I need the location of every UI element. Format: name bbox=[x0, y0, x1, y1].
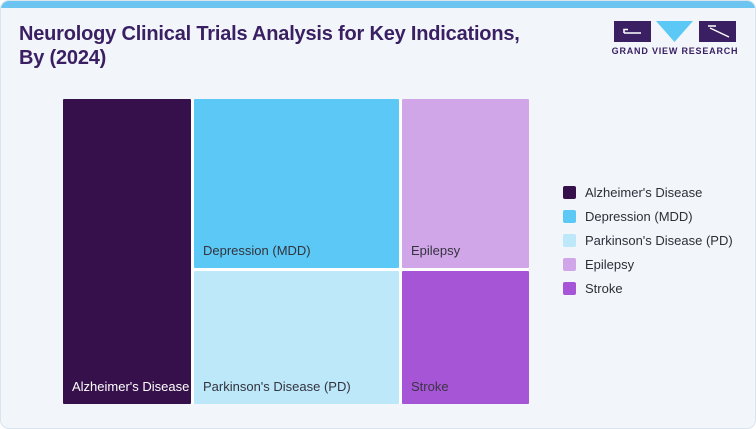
legend-swatch bbox=[563, 209, 576, 223]
tile-label: Epilepsy bbox=[411, 243, 461, 258]
legend-label: Epilepsy bbox=[585, 256, 635, 272]
legend-label: Parkinson's Disease (PD) bbox=[585, 232, 733, 248]
legend-item-stroke[interactable]: Stroke bbox=[563, 280, 733, 296]
legend-swatch bbox=[563, 185, 576, 199]
tile-label: Stroke bbox=[411, 379, 449, 394]
treemap-tile-epilepsy[interactable]: Epilepsy bbox=[402, 99, 529, 268]
treemap-tile-parkinsons-disease[interactable]: Parkinson's Disease (PD) bbox=[194, 271, 399, 404]
grand-view-research-logo: GRAND VIEW RESEARCH bbox=[611, 21, 739, 56]
legend-swatch bbox=[563, 257, 576, 271]
chart-title: Neurology Clinical Trials Analysis for K… bbox=[19, 22, 599, 71]
tile-label: Alzheimer's Disease bbox=[72, 379, 190, 394]
legend: Alzheimer's Disease Depression (MDD) Par… bbox=[563, 185, 733, 305]
treemap-tile-stroke[interactable]: Stroke bbox=[402, 271, 529, 404]
legend-label: Alzheimer's Disease bbox=[585, 184, 703, 200]
treemap-tile-depression-mdd[interactable]: Depression (MDD) bbox=[194, 99, 399, 268]
treemap: Alzheimer's Disease Depression (MDD) Par… bbox=[63, 99, 529, 404]
chart-title-line2: By (2024) bbox=[19, 47, 107, 70]
brand-name: GRAND VIEW RESEARCH bbox=[611, 46, 739, 56]
legend-label: Depression (MDD) bbox=[585, 208, 693, 224]
legend-label: Stroke bbox=[585, 280, 623, 296]
legend-item-parkinsons-disease[interactable]: Parkinson's Disease (PD) bbox=[563, 232, 733, 248]
legend-item-epilepsy[interactable]: Epilepsy bbox=[563, 256, 733, 272]
legend-swatch bbox=[563, 233, 576, 247]
legend-swatch bbox=[563, 281, 576, 295]
tile-label: Parkinson's Disease (PD) bbox=[203, 379, 351, 394]
top-accent-bar bbox=[1, 1, 755, 8]
gvr-logo-icon bbox=[614, 21, 736, 42]
treemap-tile-alzheimers-disease[interactable]: Alzheimer's Disease bbox=[63, 99, 191, 404]
chart-title-line1: Neurology Clinical Trials Analysis for K… bbox=[19, 23, 520, 45]
tile-label: Depression (MDD) bbox=[203, 243, 311, 258]
legend-item-alzheimers-disease[interactable]: Alzheimer's Disease bbox=[563, 184, 733, 200]
legend-item-depression-mdd[interactable]: Depression (MDD) bbox=[563, 208, 733, 224]
